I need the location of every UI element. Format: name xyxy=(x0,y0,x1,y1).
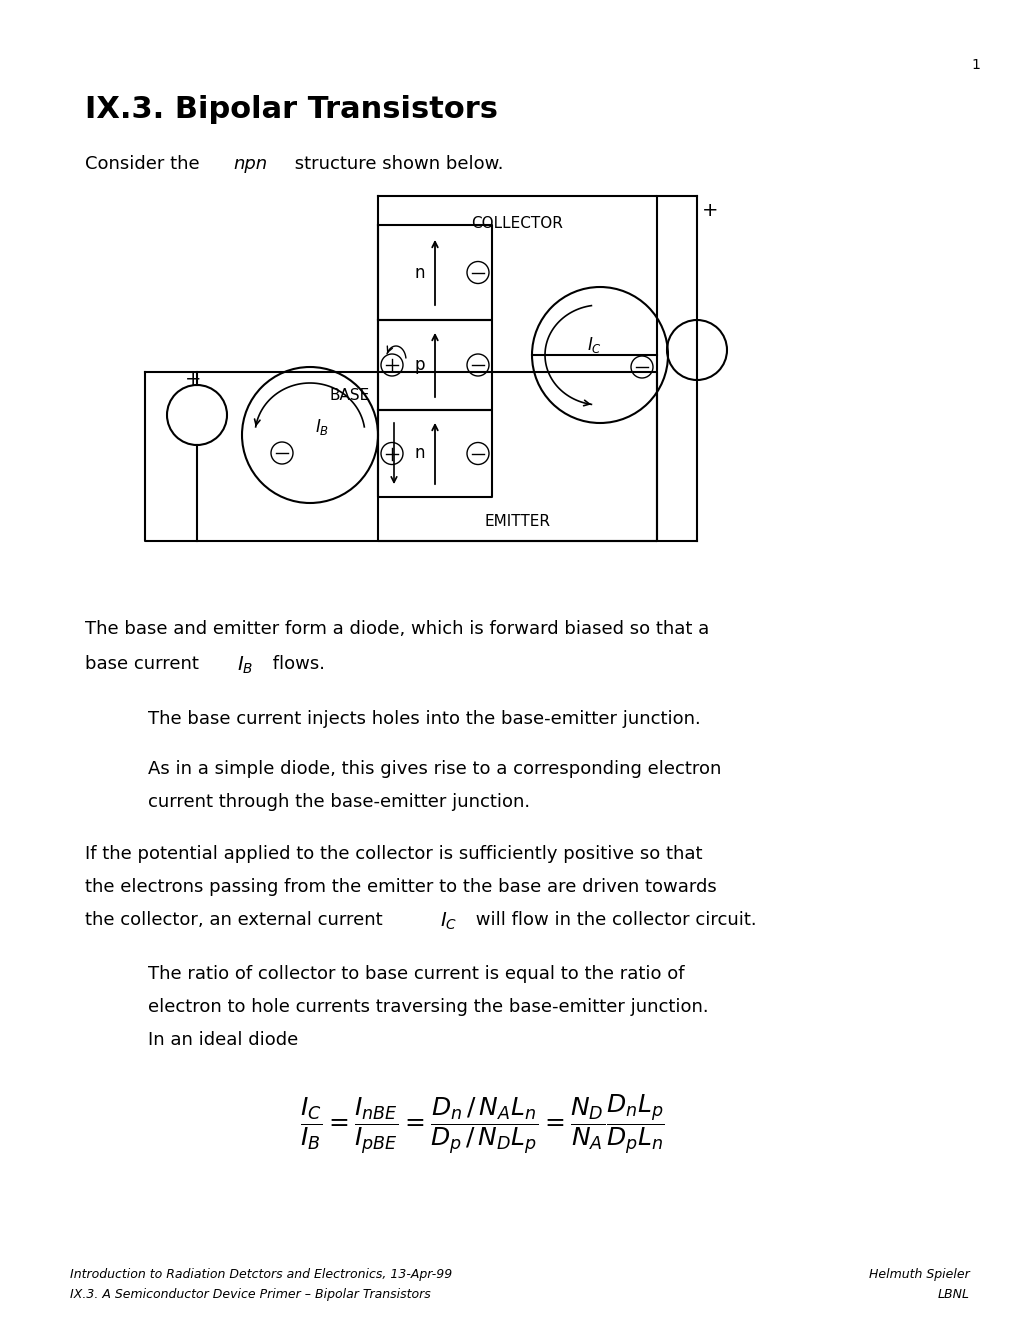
Text: structure shown below.: structure shown below. xyxy=(288,154,503,173)
Text: n: n xyxy=(415,264,425,281)
Text: the electrons passing from the emitter to the base are driven towards: the electrons passing from the emitter t… xyxy=(85,878,716,896)
Text: The ratio of collector to base current is equal to the ratio of: The ratio of collector to base current i… xyxy=(148,965,684,983)
Text: electron to hole currents traversing the base-emitter junction.: electron to hole currents traversing the… xyxy=(148,998,708,1016)
Text: IX.3. Bipolar Transistors: IX.3. Bipolar Transistors xyxy=(85,95,497,124)
Text: $I_B$: $I_B$ xyxy=(315,417,329,437)
Text: If the potential applied to the collector is sufficiently positive so that: If the potential applied to the collecto… xyxy=(85,845,702,863)
Text: current through the base-emitter junction.: current through the base-emitter junctio… xyxy=(148,793,530,810)
Text: $I_B$: $I_B$ xyxy=(236,655,253,676)
Text: p: p xyxy=(415,356,425,374)
Text: Consider the: Consider the xyxy=(85,154,205,173)
Text: will flow in the collector circuit.: will flow in the collector circuit. xyxy=(470,911,756,929)
Text: BASE: BASE xyxy=(329,388,370,404)
Text: As in a simple diode, this gives rise to a corresponding electron: As in a simple diode, this gives rise to… xyxy=(148,760,720,777)
Text: LBNL: LBNL xyxy=(937,1288,969,1302)
Text: 1: 1 xyxy=(970,58,979,73)
Text: +: + xyxy=(701,201,717,220)
Text: In an ideal diode: In an ideal diode xyxy=(148,1031,298,1049)
Text: Introduction to Radiation Detctors and Electronics, 13-Apr-99: Introduction to Radiation Detctors and E… xyxy=(70,1269,451,1280)
Text: The base current injects holes into the base-emitter junction.: The base current injects holes into the … xyxy=(148,710,700,729)
Text: IX.3. A Semiconductor Device Primer – Bipolar Transistors: IX.3. A Semiconductor Device Primer – Bi… xyxy=(70,1288,430,1302)
Text: n: n xyxy=(415,445,425,462)
Text: $I_C$: $I_C$ xyxy=(586,335,601,355)
Text: COLLECTOR: COLLECTOR xyxy=(471,216,562,231)
Text: EMITTER: EMITTER xyxy=(484,513,550,529)
Text: npn: npn xyxy=(232,154,267,173)
Text: the collector, an external current: the collector, an external current xyxy=(85,911,388,929)
Text: base current: base current xyxy=(85,655,205,673)
Text: The base and emitter form a diode, which is forward biased so that a: The base and emitter form a diode, which… xyxy=(85,620,708,638)
Text: flows.: flows. xyxy=(267,655,325,673)
Text: +: + xyxy=(184,370,201,389)
Text: Helmuth Spieler: Helmuth Spieler xyxy=(868,1269,969,1280)
Text: $\dfrac{I_C}{I_B} = \dfrac{I_{nBE}}{I_{pBE}} = \dfrac{D_n\,/\,N_A L_n}{D_p\,/\,N: $\dfrac{I_C}{I_B} = \dfrac{I_{nBE}}{I_{p… xyxy=(300,1093,664,1158)
Text: $I_C$: $I_C$ xyxy=(439,911,457,932)
